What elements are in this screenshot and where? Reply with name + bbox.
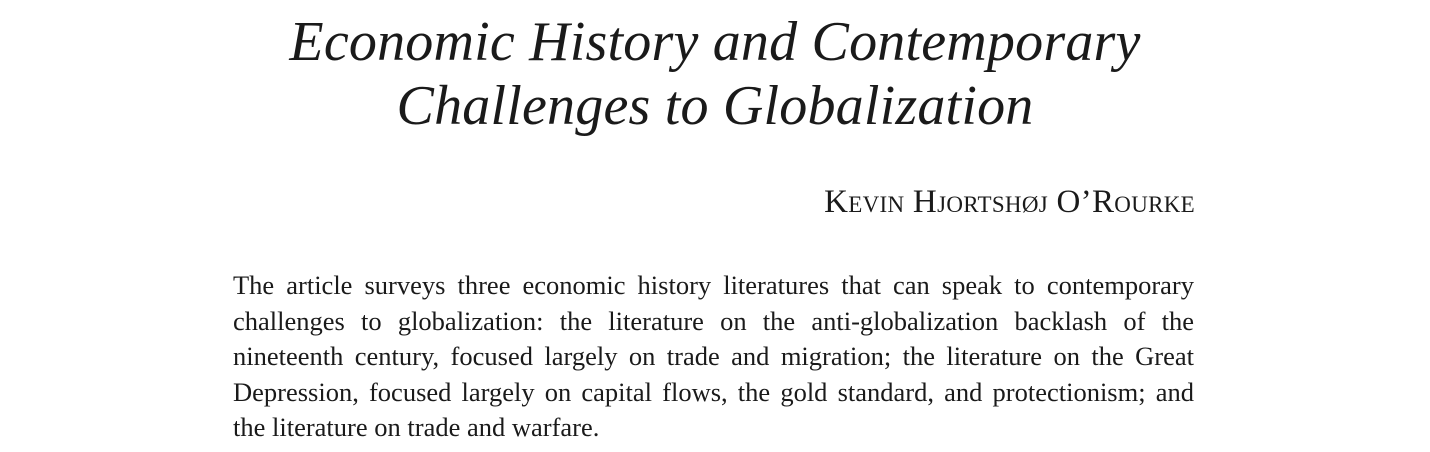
author-name: Kevin Hjortshøj O’Rourke xyxy=(824,184,1195,220)
title-line-1: Economic History and Contemporary xyxy=(289,11,1141,73)
abstract-text: The article surveys three economic histo… xyxy=(233,270,1194,442)
title-line-2: Challenges to Globalization xyxy=(396,75,1034,137)
paper-title: Economic History and Contemporary Challe… xyxy=(0,10,1430,138)
